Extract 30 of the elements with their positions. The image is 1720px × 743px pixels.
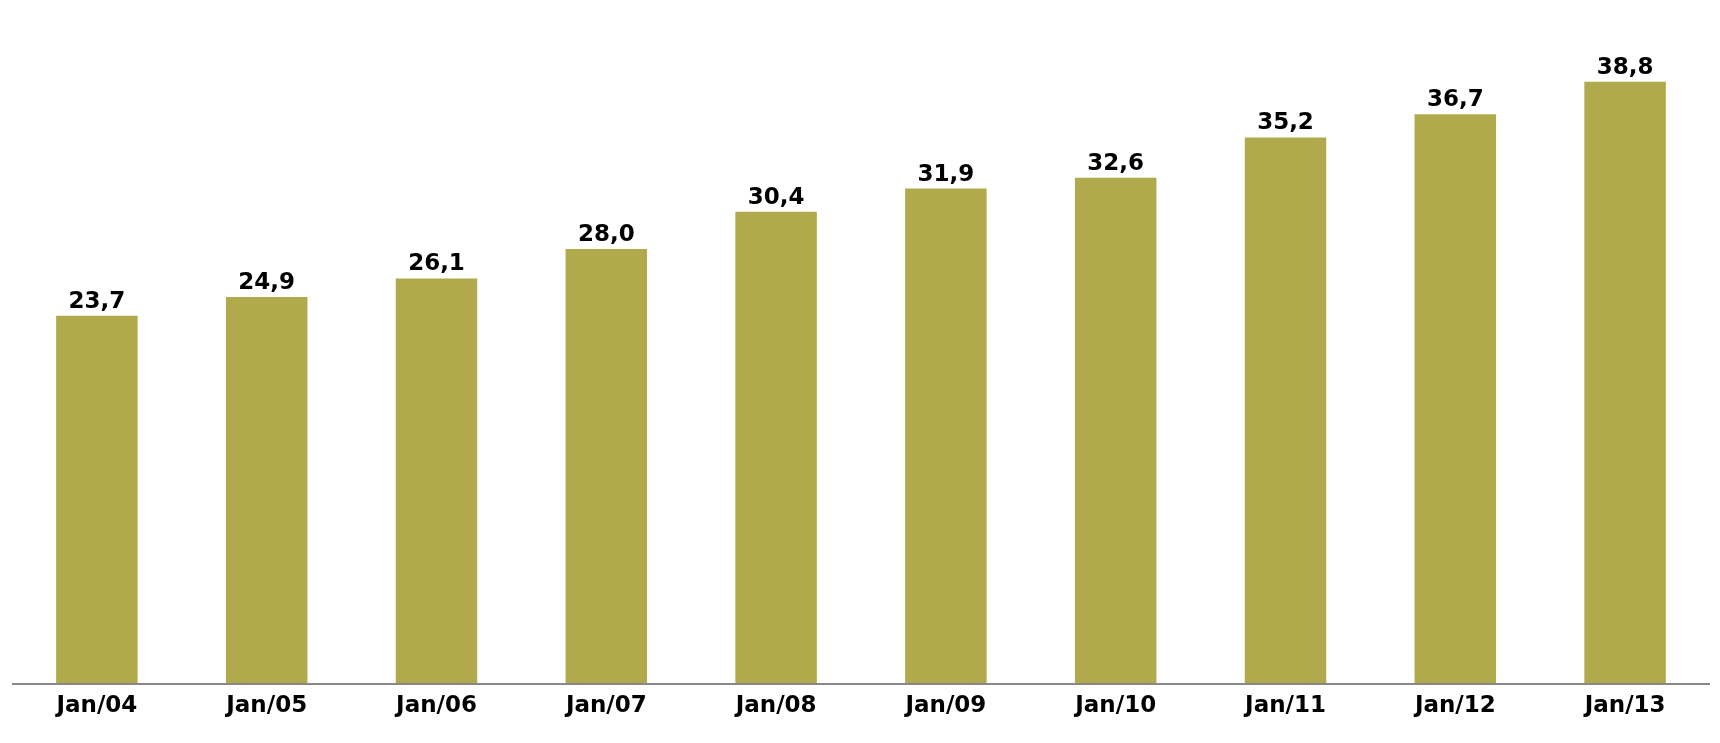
bar	[1414, 114, 1497, 683]
x-tick-label: Jan/05	[224, 691, 308, 718]
data-label: 23,7	[68, 286, 126, 313]
data-label: 30,4	[747, 182, 805, 209]
bar	[225, 297, 308, 683]
data-label: 31,9	[917, 159, 975, 186]
bar	[905, 188, 987, 683]
x-tick-label: Jan/08	[733, 691, 817, 718]
data-label: 26,1	[408, 249, 465, 276]
data-label: 24,9	[238, 268, 296, 295]
x-tick-label: Jan/12	[1412, 691, 1496, 718]
bar	[56, 315, 138, 683]
x-tick-label: Jan/10	[1073, 691, 1157, 718]
data-label: 38,8	[1596, 52, 1654, 79]
x-tick-label: Jan/06	[394, 691, 477, 718]
bar	[565, 249, 648, 683]
x-tick-label: Jan/11	[1243, 691, 1326, 718]
bar	[395, 278, 478, 683]
data-label: 36,7	[1426, 85, 1484, 112]
x-tick-label: Jan/07	[563, 691, 647, 718]
bar	[1244, 137, 1327, 683]
bar	[735, 211, 817, 683]
bar	[1074, 177, 1157, 683]
data-label: 35,2	[1257, 108, 1314, 135]
x-tick-label: Jan/04	[54, 691, 138, 718]
x-tick-label: Jan/13	[1582, 691, 1666, 718]
x-tick-label: Jan/09	[903, 691, 987, 718]
data-label: 28,0	[577, 220, 635, 247]
data-label: 32,6	[1087, 148, 1145, 175]
bar	[1584, 81, 1666, 683]
